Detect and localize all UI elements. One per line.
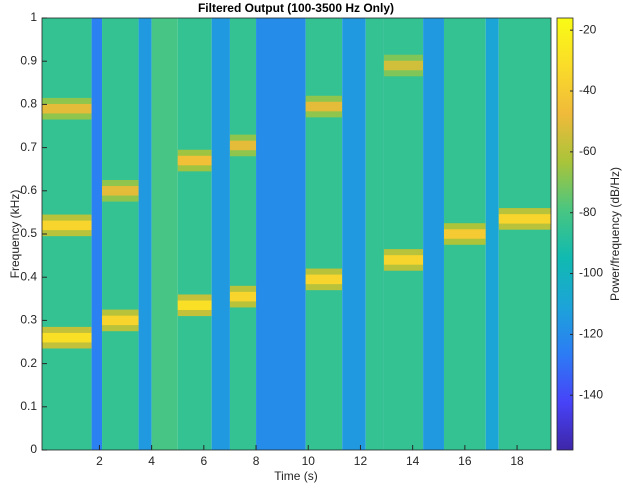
- y-tick-label: 0.7: [20, 140, 37, 154]
- chart-title: Filtered Output (100-3500 Hz Only): [198, 1, 394, 15]
- spectrogram-segment: [423, 18, 444, 450]
- y-tick-label: 0.9: [20, 53, 37, 67]
- y-tick-label: 0.3: [20, 313, 37, 327]
- colorbar-tick-label: -80: [579, 205, 597, 219]
- tone-band: [305, 274, 343, 285]
- x-tick-label: 10: [302, 454, 316, 468]
- spectrogram-segment: [211, 18, 230, 450]
- colorbar-tick-label: -20: [579, 22, 597, 36]
- spectrogram-segment: [342, 18, 366, 450]
- y-tick-label: 0.5: [20, 226, 37, 240]
- y-tick-label: 0.1: [20, 399, 37, 413]
- tone-band: [229, 291, 257, 302]
- y-axis-label: Frequency (kHz): [8, 190, 22, 279]
- spectrogram-segment: [229, 18, 257, 450]
- spectrogram-segment: [383, 18, 424, 450]
- colorbar-tick-label: -60: [579, 144, 597, 158]
- tone-band: [102, 186, 139, 196]
- tone-band: [102, 315, 139, 326]
- tone-band: [383, 60, 424, 71]
- x-tick-label: 18: [510, 454, 524, 468]
- tone-band: [498, 214, 551, 224]
- spectrogram-segment: [485, 18, 499, 450]
- spectrogram-segment: [102, 18, 139, 450]
- tone-band: [443, 229, 486, 239]
- y-tick-label: 0: [30, 442, 37, 456]
- y-tick-label: 0.8: [20, 97, 37, 111]
- colorbar: [556, 17, 574, 451]
- spectrogram-segment: [365, 18, 384, 450]
- x-tick-label: 4: [148, 454, 155, 468]
- tone-band: [305, 101, 343, 112]
- y-tick-label: 1: [30, 10, 37, 24]
- plot-area: [42, 18, 551, 450]
- x-tick-label: 14: [406, 454, 420, 468]
- tone-band: [42, 220, 92, 231]
- x-axis-label: Time (s): [274, 469, 318, 483]
- tone-band: [383, 255, 424, 265]
- spectrogram-segment: [177, 18, 212, 450]
- colorbar-tick-label: -140: [579, 387, 603, 401]
- x-tick-label: 6: [200, 454, 207, 468]
- y-tick-label: 0.6: [20, 183, 37, 197]
- x-tick-label: 12: [354, 454, 368, 468]
- colorbar-tick-label: -40: [579, 83, 597, 97]
- tone-band: [177, 155, 212, 166]
- colorbar-label: Power/frequency (dB/Hz): [608, 167, 622, 301]
- tone-band: [177, 300, 212, 311]
- x-tick-label: 16: [458, 454, 472, 468]
- spectrogram-segment: [498, 18, 551, 450]
- tone-band: [229, 140, 257, 151]
- x-tick-label: 2: [96, 454, 103, 468]
- y-tick-label: 0.2: [20, 356, 37, 370]
- x-tick-label: 8: [253, 454, 260, 468]
- spectrogram-segment: [305, 18, 343, 450]
- spectrogram-segment: [256, 18, 306, 450]
- spectrogram-segment: [138, 18, 152, 450]
- y-tick-label: 0.4: [20, 269, 37, 283]
- tone-band: [42, 103, 92, 114]
- spectrogram-segment: [91, 18, 103, 450]
- spectrogram-segment: [151, 18, 178, 450]
- colorbar-tick-label: -120: [579, 327, 603, 341]
- colorbar-tick-label: -100: [579, 266, 603, 280]
- tone-band: [42, 332, 92, 343]
